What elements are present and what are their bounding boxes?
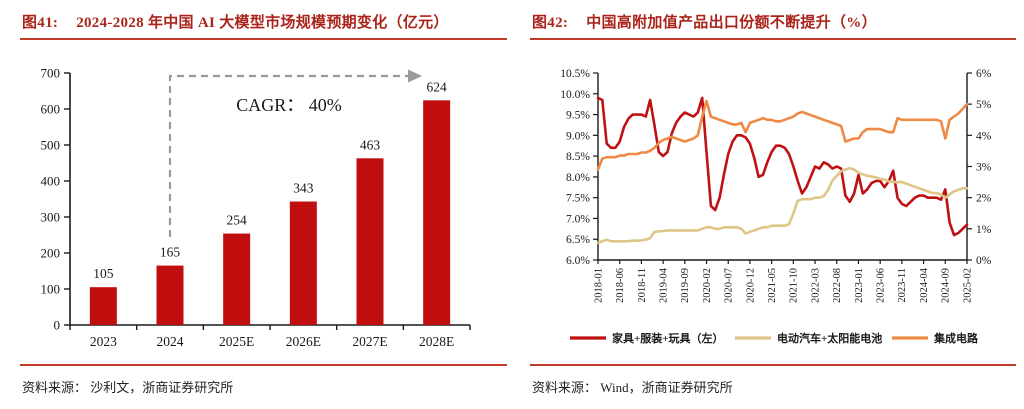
svg-text:2022-08: 2022-08 xyxy=(832,268,843,303)
svg-text:2024: 2024 xyxy=(157,334,184,349)
svg-text:7.5%: 7.5% xyxy=(566,193,590,205)
svg-text:9.0%: 9.0% xyxy=(566,130,590,142)
svg-text:2023-01: 2023-01 xyxy=(854,268,865,303)
svg-text:2023-11: 2023-11 xyxy=(897,268,908,303)
figure-41-source: 资料来源： 沙利文，浙商证券研究所 xyxy=(22,377,233,396)
svg-text:2019-04: 2019-04 xyxy=(658,267,669,303)
svg-text:2024-04: 2024-04 xyxy=(919,267,930,303)
svg-text:9.5%: 9.5% xyxy=(566,110,590,122)
svg-text:2018-11: 2018-11 xyxy=(637,268,648,303)
svg-text:6.5%: 6.5% xyxy=(566,234,590,246)
source-label: 资料来源： xyxy=(22,380,88,395)
svg-text:200: 200 xyxy=(41,246,61,261)
svg-text:0: 0 xyxy=(54,318,61,333)
line-chart: 6.0% 6.5% 7.0% 7.5% 8.0% 8.5% 9.0% 9.5% 10.0% 10.… xyxy=(560,68,992,345)
svg-text:8.0%: 8.0% xyxy=(566,172,590,184)
svg-text:2021-10: 2021-10 xyxy=(789,268,800,303)
svg-text:2021-05: 2021-05 xyxy=(767,268,778,303)
figure-41-label: 图41: xyxy=(22,15,59,31)
svg-text:2018-06: 2018-06 xyxy=(615,268,626,303)
svg-text:10.0%: 10.0% xyxy=(560,89,590,101)
svg-text:2028E: 2028E xyxy=(419,334,454,349)
figure-41-panel: 图41: 2024-2028 年中国 AI 大模型市场规模预期变化（亿元） 0 1… xyxy=(20,0,507,409)
svg-text:400: 400 xyxy=(41,174,61,189)
svg-text:8.5%: 8.5% xyxy=(566,151,590,163)
svg-text:5%: 5% xyxy=(976,99,992,111)
svg-text:2025-02: 2025-02 xyxy=(962,268,973,303)
svg-text:2020-07: 2020-07 xyxy=(724,268,735,303)
svg-text:2026E: 2026E xyxy=(286,334,321,349)
svg-text:624: 624 xyxy=(427,79,448,94)
figure-42-panel: 图42: 中国高附加值产品出口份额不断提升（%） 6.0% 6.5% 7.0% 7.5… xyxy=(530,0,1016,409)
bar-chart: 0 100 200 300 400 500 600 700 CAGR： 40% 105 2023 16… xyxy=(41,66,471,349)
svg-text:2019-09: 2019-09 xyxy=(680,268,691,303)
figure-42-label: 图42: xyxy=(532,15,569,31)
svg-text:343: 343 xyxy=(293,181,314,196)
figure-42-title: 中国高附加值产品出口份额不断提升（%） xyxy=(586,15,877,31)
figure-41-bottom-rule xyxy=(20,364,507,366)
svg-text:100: 100 xyxy=(41,282,61,297)
svg-text:2020-12: 2020-12 xyxy=(745,268,756,303)
svg-text:105: 105 xyxy=(93,266,114,281)
svg-text:2023-06: 2023-06 xyxy=(876,268,887,303)
figure-42-title-row: 图42: 中国高附加值产品出口份额不断提升（%） xyxy=(532,11,1016,32)
svg-text:2024-09: 2024-09 xyxy=(941,268,952,303)
svg-text:0%: 0% xyxy=(976,255,992,267)
figure-42-source: 资料来源： Wind，浙商证券研究所 xyxy=(532,377,733,396)
svg-text:4%: 4% xyxy=(976,130,992,142)
svg-text:300: 300 xyxy=(41,210,61,225)
svg-text:2025E: 2025E xyxy=(219,334,254,349)
svg-text:家具+服装+玩具（左）: 家具+服装+玩具（左） xyxy=(612,331,724,345)
svg-text:1%: 1% xyxy=(976,224,992,236)
figure-42-bottom-rule xyxy=(530,364,1016,366)
svg-text:10.5%: 10.5% xyxy=(560,68,590,80)
svg-text:CAGR： 40%: CAGR： 40% xyxy=(236,95,342,115)
svg-text:6.0%: 6.0% xyxy=(566,255,590,267)
svg-text:电动汽车+太阳能电池: 电动汽车+太阳能电池 xyxy=(777,331,882,345)
figure-41-title-row: 图41: 2024-2028 年中国 AI 大模型市场规模预期变化（亿元） xyxy=(22,11,507,32)
svg-text:700: 700 xyxy=(41,66,61,81)
svg-text:2022-03: 2022-03 xyxy=(810,268,821,303)
svg-text:463: 463 xyxy=(360,137,381,152)
source-text: 沙利文，浙商证券研究所 xyxy=(90,380,234,395)
source-label: 资料来源： xyxy=(532,380,598,395)
svg-text:2%: 2% xyxy=(976,193,992,205)
figure-41-title: 2024-2028 年中国 AI 大模型市场规模预期变化（亿元） xyxy=(76,15,449,31)
figure-42-title-rule xyxy=(530,38,1016,40)
source-text: Wind，浙商证券研究所 xyxy=(600,380,733,395)
svg-text:165: 165 xyxy=(160,245,181,260)
svg-text:2018-01: 2018-01 xyxy=(593,268,604,303)
svg-text:600: 600 xyxy=(41,102,61,117)
svg-text:2020-02: 2020-02 xyxy=(702,268,713,303)
svg-text:2023: 2023 xyxy=(90,334,117,349)
svg-text:2027E: 2027E xyxy=(352,334,387,349)
svg-text:3%: 3% xyxy=(976,162,992,174)
svg-text:500: 500 xyxy=(41,138,61,153)
svg-text:7.0%: 7.0% xyxy=(566,213,590,225)
svg-text:254: 254 xyxy=(227,213,248,228)
figure-41-title-rule xyxy=(20,38,507,40)
svg-text:6%: 6% xyxy=(976,68,992,80)
svg-text:集成电路: 集成电路 xyxy=(933,331,979,345)
